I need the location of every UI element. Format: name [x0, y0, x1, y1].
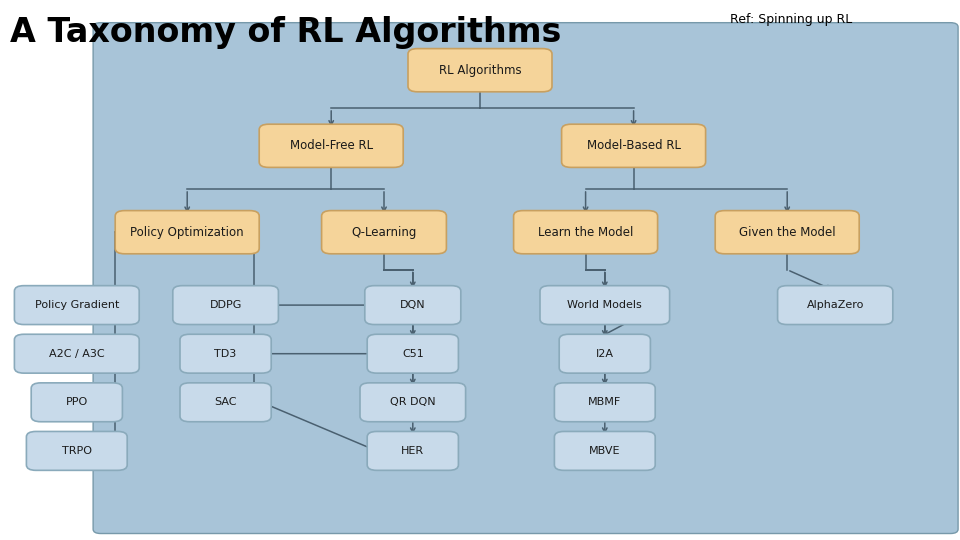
Text: TD3: TD3	[214, 349, 237, 359]
FancyBboxPatch shape	[540, 286, 670, 325]
FancyBboxPatch shape	[408, 49, 552, 92]
FancyBboxPatch shape	[365, 286, 461, 325]
FancyBboxPatch shape	[93, 23, 958, 534]
FancyBboxPatch shape	[562, 124, 706, 167]
FancyBboxPatch shape	[514, 211, 658, 254]
Text: DDPG: DDPG	[209, 300, 242, 310]
Text: TRPO: TRPO	[61, 446, 92, 456]
Text: Model-Based RL: Model-Based RL	[587, 139, 681, 152]
Text: AlphaZero: AlphaZero	[806, 300, 864, 310]
FancyBboxPatch shape	[115, 211, 259, 254]
FancyBboxPatch shape	[367, 431, 459, 470]
Text: MBMF: MBMF	[588, 397, 621, 407]
Text: Policy Gradient: Policy Gradient	[35, 300, 119, 310]
Text: HER: HER	[401, 446, 424, 456]
FancyBboxPatch shape	[559, 334, 651, 373]
FancyBboxPatch shape	[360, 383, 466, 422]
Text: DQN: DQN	[400, 300, 425, 310]
FancyBboxPatch shape	[555, 431, 655, 470]
Text: Learn the Model: Learn the Model	[538, 226, 634, 239]
FancyBboxPatch shape	[14, 286, 139, 325]
FancyBboxPatch shape	[180, 334, 271, 373]
Text: QR DQN: QR DQN	[390, 397, 436, 407]
Text: PPO: PPO	[65, 397, 88, 407]
FancyBboxPatch shape	[173, 286, 278, 325]
FancyBboxPatch shape	[14, 334, 139, 373]
Text: A Taxonomy of RL Algorithms: A Taxonomy of RL Algorithms	[10, 16, 561, 49]
Text: RL Algorithms: RL Algorithms	[439, 64, 521, 77]
FancyBboxPatch shape	[180, 383, 271, 422]
Text: MBVE: MBVE	[589, 446, 620, 456]
Text: I2A: I2A	[596, 349, 613, 359]
FancyBboxPatch shape	[26, 431, 127, 470]
Text: Ref: Spinning up RL: Ref: Spinning up RL	[730, 14, 852, 26]
FancyBboxPatch shape	[715, 211, 859, 254]
FancyBboxPatch shape	[555, 383, 655, 422]
FancyBboxPatch shape	[778, 286, 893, 325]
Text: A2C / A3C: A2C / A3C	[49, 349, 105, 359]
Text: Policy Optimization: Policy Optimization	[131, 226, 244, 239]
Text: World Models: World Models	[567, 300, 642, 310]
Text: SAC: SAC	[214, 397, 237, 407]
FancyBboxPatch shape	[367, 334, 459, 373]
Text: Given the Model: Given the Model	[739, 226, 835, 239]
FancyBboxPatch shape	[322, 211, 446, 254]
Text: C51: C51	[402, 349, 423, 359]
Text: Model-Free RL: Model-Free RL	[290, 139, 372, 152]
FancyBboxPatch shape	[31, 383, 123, 422]
Text: Q-Learning: Q-Learning	[351, 226, 417, 239]
FancyBboxPatch shape	[259, 124, 403, 167]
